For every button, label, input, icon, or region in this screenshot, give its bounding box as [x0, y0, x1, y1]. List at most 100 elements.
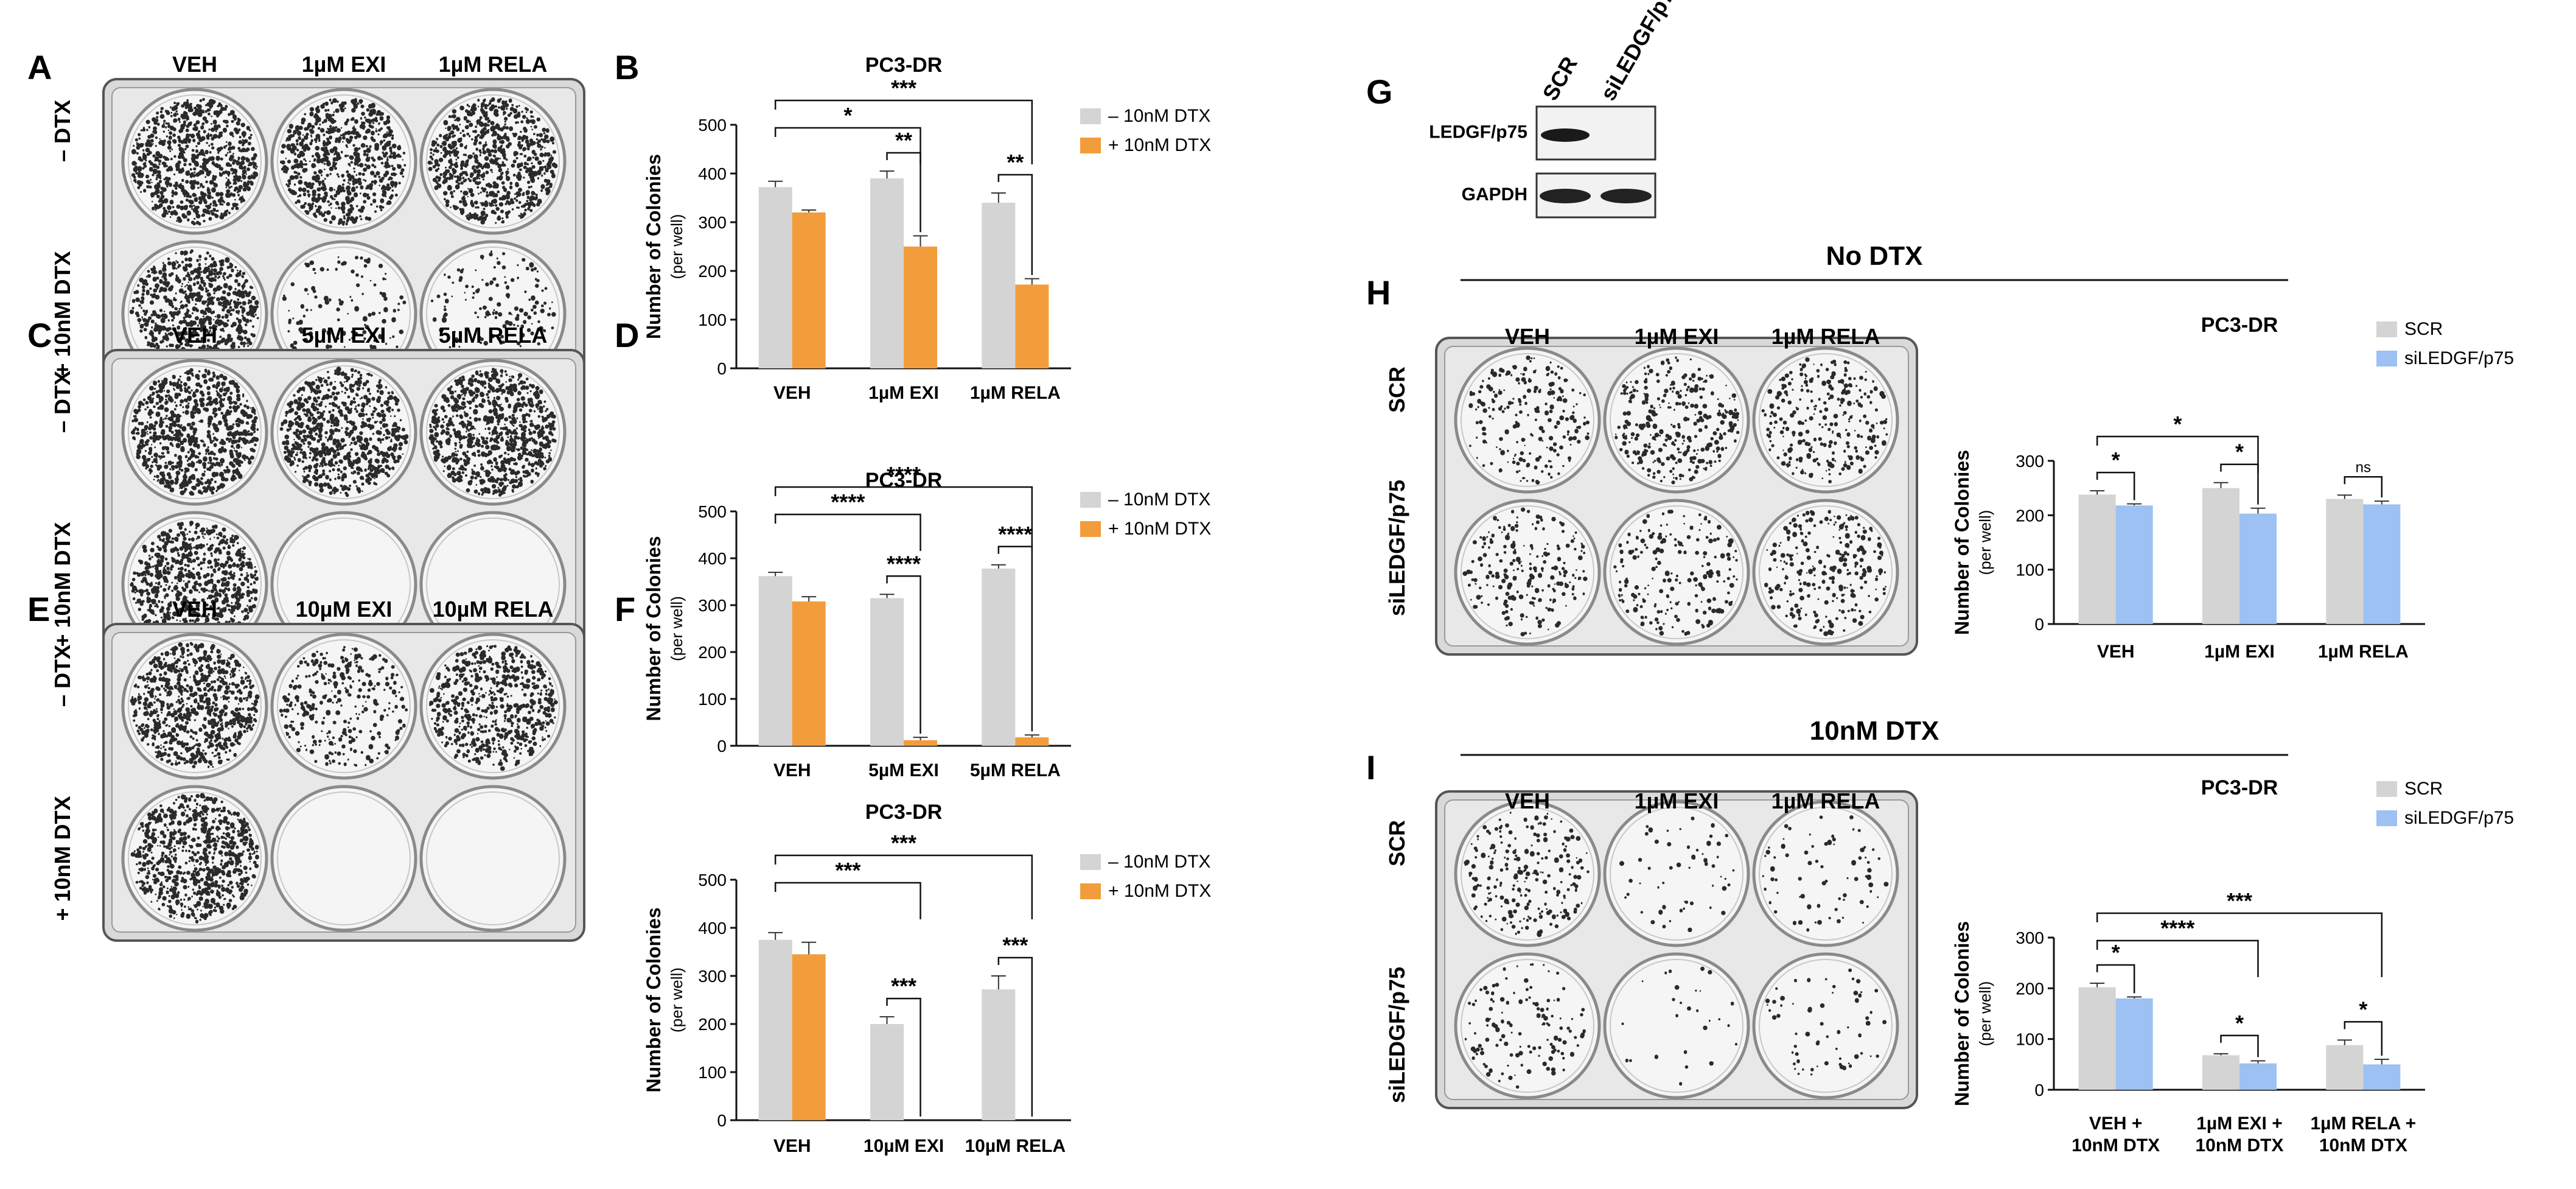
- y-tick-label: 200: [698, 643, 727, 662]
- well: [1603, 952, 1750, 1100]
- well: [121, 88, 268, 235]
- bar: [2078, 987, 2116, 1090]
- well-dish: [270, 633, 417, 780]
- legend-label: siLEDGF/p75: [2404, 348, 2514, 368]
- section-title: No DTX: [1826, 241, 1923, 271]
- panel-letter-f: F: [615, 590, 635, 628]
- bar: [758, 187, 792, 368]
- sig-bracket: [2096, 964, 2135, 994]
- well-rim: [1759, 353, 1893, 487]
- well: [270, 88, 417, 235]
- plate-row-label: + 10nM DTX: [50, 522, 75, 647]
- legend-label: – 10nM DTX: [1108, 106, 1210, 126]
- legend-swatch: [1080, 854, 1101, 870]
- bar: [982, 203, 1016, 368]
- band-ledgf-scr: [1541, 128, 1590, 142]
- well: [1752, 346, 1899, 494]
- y-axis-label: Number of Colonies: [643, 536, 665, 721]
- chart-i: PC3-DR 0 100 200 300 Number of Colonies (per w…: [1951, 776, 2514, 1156]
- sig-label: **: [1007, 150, 1024, 175]
- well-rim: [1759, 959, 1893, 1093]
- legend-swatch: [1080, 138, 1101, 153]
- band-label: GAPDH: [1462, 184, 1527, 205]
- western-blot: SCR siLEDGF/p75 LEDGF/p75 GAPDH: [1429, 0, 1685, 219]
- well: [121, 633, 268, 780]
- sig-label: *: [2112, 447, 2120, 472]
- y-tick-label: 300: [698, 213, 727, 232]
- x-tick-label: 1µM EXI +: [2196, 1114, 2283, 1134]
- well-dish: [1603, 346, 1750, 494]
- well: [270, 633, 417, 780]
- bar: [2326, 1045, 2364, 1090]
- colonies: [1765, 968, 1887, 1076]
- bar: [2363, 504, 2401, 624]
- well-rim: [277, 94, 411, 228]
- well-rim: [1759, 505, 1893, 639]
- x-tick-label: 5µM RELA: [970, 760, 1061, 780]
- x-tick-label: VEH: [2097, 642, 2135, 662]
- colonies: [428, 645, 558, 771]
- well-dish: [270, 785, 417, 932]
- sig-bracket: [2220, 1034, 2259, 1057]
- well-dish: [1603, 952, 1750, 1100]
- colonies: [430, 250, 556, 378]
- y-tick-label: 300: [2016, 452, 2044, 471]
- colonies: [129, 249, 259, 378]
- plate-row-label: – DTX: [50, 645, 75, 707]
- sig-label: ****: [887, 462, 921, 487]
- plate-col-label: 1µM RELA: [1771, 788, 1880, 813]
- x-tick-label: 10µM EXI: [864, 1136, 944, 1156]
- y-tick-label: 0: [717, 737, 727, 756]
- sig-label: ***: [891, 973, 916, 998]
- well: [270, 785, 417, 932]
- well: [1603, 800, 1750, 947]
- well-rim: [1610, 505, 1744, 639]
- plate-col-label: 1µM RELA: [1771, 324, 1880, 349]
- plate-col-label: 1µM EXI: [302, 52, 386, 77]
- colonies: [1614, 356, 1740, 485]
- colonies: [1761, 357, 1888, 483]
- chart-title: PC3-DR: [865, 801, 943, 824]
- sig-label: ****: [831, 489, 865, 514]
- y-tick-label: 400: [698, 164, 727, 183]
- well: [1454, 800, 1601, 947]
- chart-title: PC3-DR: [865, 54, 943, 77]
- sig-bracket: [997, 174, 1033, 275]
- x-tick-label: 1µM RELA: [970, 383, 1061, 403]
- sig-bracket: [774, 99, 1033, 164]
- sig-label: ***: [835, 858, 860, 883]
- colonies: [427, 97, 558, 225]
- legend-label: – 10nM DTX: [1108, 489, 1210, 510]
- bar: [2078, 494, 2116, 624]
- plate-row-label: + 10nM DTX: [50, 251, 75, 376]
- colonies: [130, 642, 260, 768]
- bar: [792, 954, 826, 1120]
- sig-label: ****: [2160, 916, 2194, 941]
- well: [1752, 952, 1899, 1100]
- band-gapdh-si: [1600, 189, 1652, 203]
- panel-letter-i: I: [1366, 748, 1376, 787]
- well-rim: [426, 791, 560, 925]
- sig-bracket: [2096, 939, 2259, 977]
- y-axis-sublabel: (per well): [668, 214, 686, 279]
- legend-label: – 10nM DTX: [1108, 852, 1210, 872]
- y-axis-label: Number of Colonies: [1951, 450, 1973, 635]
- legend-swatch: [1080, 492, 1101, 508]
- lane-label: SCR: [1537, 52, 1582, 105]
- well-rim: [1461, 505, 1594, 639]
- bar: [870, 178, 904, 368]
- well: [1752, 499, 1899, 646]
- colonies: [1464, 812, 1590, 938]
- colonies: [130, 521, 259, 650]
- panel-letter-d: D: [615, 316, 639, 354]
- sig-label: *: [2359, 997, 2367, 1022]
- legend-label: + 10nM DTX: [1108, 135, 1211, 155]
- sig-bracket: [2096, 912, 2383, 977]
- sig-label: *: [2112, 940, 2120, 965]
- chart-title: PC3-DR: [865, 469, 943, 492]
- y-tick-label: 100: [698, 690, 727, 709]
- sig-label: ***: [891, 830, 916, 855]
- sig-bracket: [886, 152, 921, 233]
- well: [1603, 499, 1750, 646]
